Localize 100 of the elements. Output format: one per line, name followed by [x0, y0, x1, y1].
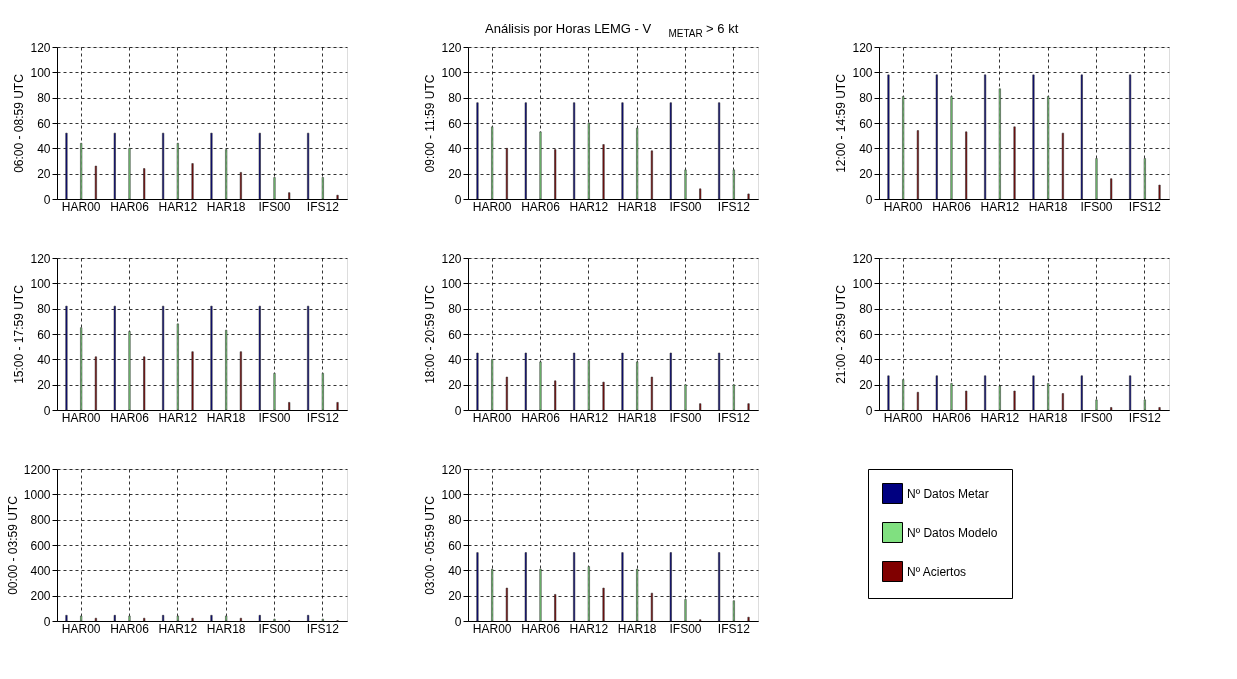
- y-tick-label: 100: [852, 276, 873, 291]
- x-tick-label: HAR06: [521, 199, 561, 214]
- x-tick-label: IFS00: [669, 199, 702, 214]
- x-tick-label: IFS00: [258, 621, 291, 636]
- x-tick-label: HAR18: [206, 621, 246, 636]
- x-tick-label: IFS12: [306, 621, 340, 636]
- y-tick-label: 20: [448, 589, 462, 604]
- y-tick-label: 400: [30, 563, 51, 578]
- y-tick-label: 60: [37, 116, 51, 131]
- x-tick-label: IFS12: [1128, 199, 1162, 214]
- x-tick-label: HAR18: [1028, 410, 1068, 425]
- y-tick-label: 80: [448, 91, 462, 106]
- y-tick-label: 120: [852, 251, 873, 266]
- y-tick-label: 80: [448, 302, 462, 317]
- y-tick-label: 100: [30, 65, 51, 80]
- x-tick-label: IFS00: [1080, 199, 1113, 214]
- x-tick-label: HAR12: [158, 199, 198, 214]
- y-tick-label: 60: [448, 327, 462, 342]
- y-axis-title: 12:00 - 14:59 UTC: [834, 73, 849, 173]
- x-tick-label: IFS00: [1080, 410, 1113, 425]
- y-tick-label: 80: [37, 91, 51, 106]
- y-tick-label: 1000: [23, 487, 51, 502]
- y-tick-label: 100: [441, 65, 462, 80]
- y-tick-label: 0: [865, 192, 873, 207]
- y-tick-label: 0: [454, 614, 462, 629]
- y-tick-label: 40: [448, 141, 462, 156]
- y-tick-label: 120: [441, 40, 462, 55]
- y-tick-label: 0: [43, 614, 51, 629]
- x-tick-label: HAR00: [883, 410, 923, 425]
- y-tick-label: 100: [441, 276, 462, 291]
- x-tick-label: HAR06: [932, 410, 972, 425]
- x-tick-label: HAR12: [569, 621, 609, 636]
- x-tick-label: HAR18: [206, 199, 246, 214]
- y-axis-title: 21:00 - 23:59 UTC: [834, 284, 849, 384]
- y-tick-label: 120: [441, 251, 462, 266]
- legend-label: Nº Aciertos: [907, 564, 967, 579]
- y-tick-label: 20: [859, 378, 873, 393]
- y-axis-title: 06:00 - 08:59 UTC: [12, 73, 27, 173]
- y-tick-label: 40: [448, 352, 462, 367]
- y-tick-label: 40: [859, 352, 873, 367]
- y-tick-label: 20: [859, 167, 873, 182]
- y-tick-label: 100: [30, 276, 51, 291]
- x-tick-label: HAR12: [158, 621, 198, 636]
- x-tick-label: HAR00: [61, 621, 101, 636]
- x-tick-label: HAR00: [61, 410, 101, 425]
- y-tick-label: 600: [30, 538, 51, 553]
- x-tick-label: HAR06: [521, 410, 561, 425]
- y-tick-label: 80: [859, 91, 873, 106]
- y-tick-label: 60: [37, 327, 51, 342]
- y-tick-label: 0: [454, 403, 462, 418]
- y-tick-label: 60: [859, 116, 873, 131]
- x-tick-label: HAR00: [883, 199, 923, 214]
- x-tick-label: HAR00: [472, 621, 512, 636]
- x-tick-label: HAR18: [617, 410, 657, 425]
- y-tick-label: 60: [859, 327, 873, 342]
- y-tick-label: 0: [454, 192, 462, 207]
- x-tick-label: IFS00: [258, 410, 291, 425]
- x-tick-label: IFS00: [669, 621, 702, 636]
- y-tick-label: 0: [865, 403, 873, 418]
- x-tick-label: HAR12: [158, 410, 198, 425]
- x-tick-label: IFS12: [717, 621, 751, 636]
- x-tick-label: HAR12: [569, 199, 609, 214]
- x-tick-label: HAR06: [932, 199, 972, 214]
- x-tick-label: HAR12: [980, 410, 1020, 425]
- x-tick-label: IFS12: [306, 410, 340, 425]
- x-tick-label: IFS00: [669, 410, 702, 425]
- y-tick-label: 0: [43, 403, 51, 418]
- x-tick-label: HAR18: [617, 199, 657, 214]
- y-tick-label: 60: [448, 116, 462, 131]
- y-tick-label: 0: [43, 192, 51, 207]
- x-tick-label: HAR00: [472, 410, 512, 425]
- x-tick-label: HAR18: [206, 410, 246, 425]
- y-tick-label: 1200: [23, 462, 51, 477]
- y-tick-label: 20: [448, 167, 462, 182]
- x-tick-label: IFS12: [1128, 410, 1162, 425]
- y-tick-label: 100: [441, 487, 462, 502]
- y-tick-label: 80: [37, 302, 51, 317]
- y-tick-label: 40: [37, 352, 51, 367]
- legend-label: Nº Datos Modelo: [907, 525, 998, 540]
- y-axis-title: 09:00 - 11:59 UTC: [423, 74, 438, 173]
- x-tick-label: HAR06: [110, 410, 150, 425]
- y-tick-label: 40: [859, 141, 873, 156]
- y-tick-label: 80: [448, 513, 462, 528]
- x-tick-label: HAR00: [472, 199, 512, 214]
- y-tick-label: 20: [37, 167, 51, 182]
- y-axis-title: 18:00 - 20:59 UTC: [423, 284, 438, 384]
- legend-label: Nº Datos Metar: [907, 486, 989, 501]
- y-tick-label: 100: [852, 65, 873, 80]
- x-tick-label: IFS12: [306, 199, 340, 214]
- x-tick-label: HAR12: [980, 199, 1020, 214]
- y-axis-title: 00:00 - 03:59 UTC: [5, 495, 20, 595]
- y-tick-label: 60: [448, 538, 462, 553]
- x-tick-label: HAR00: [61, 199, 101, 214]
- y-tick-label: 120: [30, 40, 51, 55]
- y-tick-label: 120: [852, 40, 873, 55]
- y-tick-label: 20: [37, 378, 51, 393]
- y-tick-label: 800: [30, 513, 51, 528]
- y-tick-label: 40: [37, 141, 51, 156]
- y-tick-label: 120: [30, 251, 51, 266]
- x-tick-label: HAR06: [521, 621, 561, 636]
